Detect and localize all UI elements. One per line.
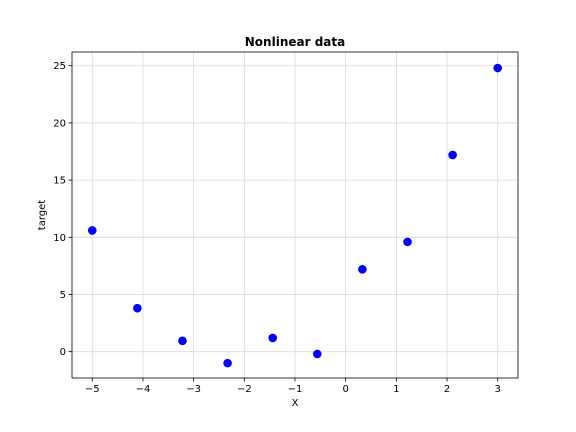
y-axis-label: target [37, 200, 48, 230]
data-point [448, 150, 457, 160]
data-point [178, 336, 187, 346]
y-tick-label: 0 [60, 347, 66, 358]
x-axis-label: X [292, 398, 299, 409]
x-tick-label: 0 [342, 384, 348, 395]
grid-lines [72, 52, 518, 378]
x-tick-label: 2 [444, 384, 450, 395]
data-point [133, 303, 142, 313]
y-tick-label: 5 [60, 290, 66, 301]
data-point [313, 349, 322, 359]
data-point [223, 358, 232, 368]
x-tick-label: 3 [495, 384, 501, 395]
axis-ticks: −5 −4 −3 −2 −1 0 1 2 3 0 5 10 15 20 25 [53, 61, 501, 395]
x-tick-label: −2 [237, 384, 252, 395]
data-point [87, 226, 97, 235]
x-tick-label: −5 [85, 384, 100, 395]
y-tick-label: 20 [53, 118, 66, 129]
data-point [268, 333, 278, 343]
data-point [358, 265, 367, 274]
x-tick-label: −3 [186, 384, 201, 395]
x-tick-label: −1 [288, 384, 303, 395]
data-point [493, 63, 503, 73]
data-point [403, 237, 412, 247]
data-points [87, 63, 503, 368]
x-tick-label: −4 [136, 384, 151, 395]
y-tick-label: 10 [53, 233, 66, 244]
x-tick-label: 1 [393, 384, 399, 395]
y-tick-label: 15 [53, 176, 66, 187]
y-tick-label: 25 [53, 61, 66, 72]
chart-title: Nonlinear data [245, 35, 345, 49]
